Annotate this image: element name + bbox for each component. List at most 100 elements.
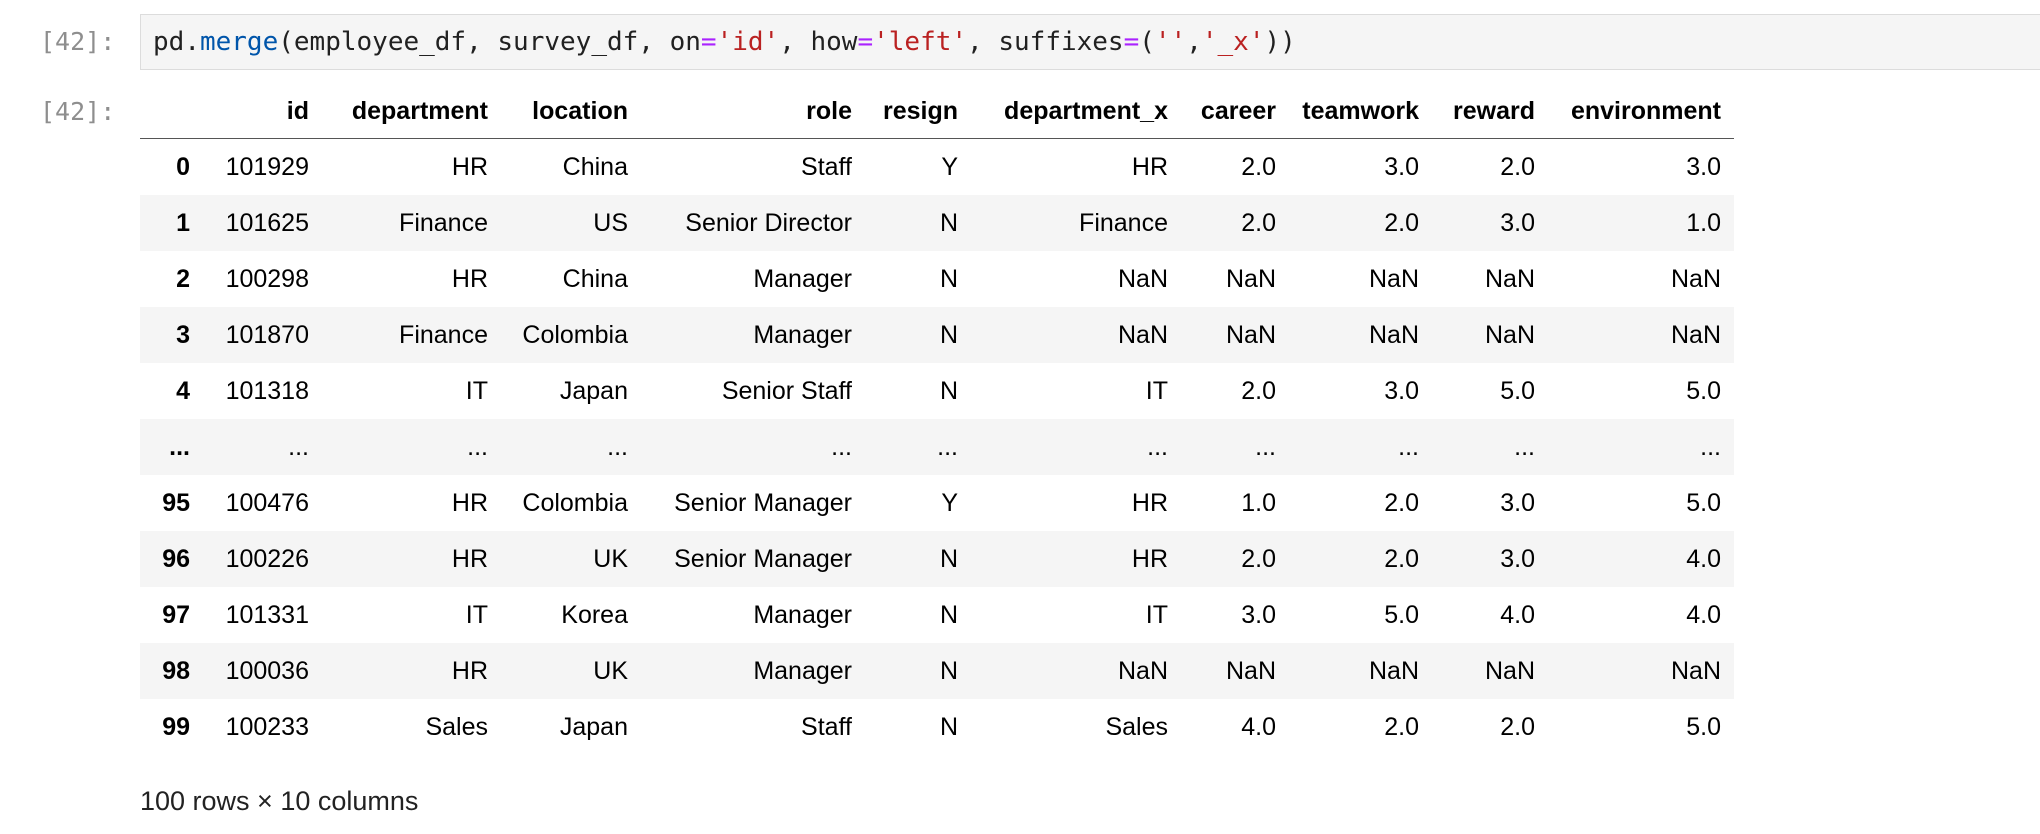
- table-cell: 2.0: [1241, 152, 1276, 181]
- code-token: ,: [1186, 27, 1202, 57]
- table-cell: HR: [451, 152, 488, 181]
- table-cell: 4.0: [1686, 600, 1721, 629]
- column-header-teamwork: teamwork: [1289, 84, 1432, 139]
- table-cell: ...: [1255, 432, 1276, 461]
- table-cell: IT: [465, 600, 488, 629]
- table-cell: Senior Manager: [674, 488, 852, 517]
- row-index: 1: [176, 208, 190, 237]
- code-string: 'left': [873, 27, 968, 57]
- table-cell: 100036: [225, 656, 309, 685]
- row-index: 0: [176, 152, 190, 181]
- code-token: pd: [153, 27, 185, 57]
- table-cell: HR: [1131, 544, 1168, 573]
- table-cell: Senior Director: [685, 208, 852, 237]
- table-cell: 100476: [225, 488, 309, 517]
- table-row: 0 101929 HR China Staff Y HR 2.0 3.0 2.0…: [140, 139, 1734, 196]
- code-token: suffixes: [998, 27, 1124, 57]
- row-index: 99: [162, 712, 190, 741]
- table-cell: ...: [1514, 432, 1535, 461]
- code-line: pd.merge(employee_df, survey_df, on='id'…: [153, 27, 1296, 57]
- table-cell: ...: [831, 432, 852, 461]
- table-cell: NaN: [1670, 320, 1721, 349]
- table-cell: Y: [941, 152, 958, 181]
- code-token: (employee_df, survey_df,: [278, 27, 670, 57]
- table-cell: NaN: [1484, 264, 1535, 293]
- code-cell-input[interactable]: pd.merge(employee_df, survey_df, on='id'…: [140, 14, 2040, 70]
- table-cell: Manager: [753, 656, 852, 685]
- table-cell: 5.0: [1686, 488, 1721, 517]
- column-header-department-x: department_x: [971, 84, 1181, 139]
- table-cell: 101331: [225, 600, 309, 629]
- table-cell: 2.0: [1500, 152, 1535, 181]
- output-prompt: [42]:: [40, 97, 116, 126]
- table-row: 99 100233 Sales Japan Staff N Sales 4.0 …: [140, 699, 1734, 755]
- table-cell: Manager: [753, 320, 852, 349]
- table-cell: 2.0: [1500, 712, 1535, 741]
- code-token: on: [669, 27, 701, 57]
- row-index: 2: [176, 264, 190, 293]
- table-cell: 1.0: [1241, 488, 1276, 517]
- table-cell: 3.0: [1500, 544, 1535, 573]
- dataframe-table: id department location role resign depar…: [140, 84, 1734, 755]
- code-token: )): [1264, 27, 1296, 57]
- table-cell: IT: [1145, 376, 1168, 405]
- code-token: how: [810, 27, 858, 57]
- table-cell: Finance: [399, 320, 488, 349]
- table-cell: HR: [451, 264, 488, 293]
- table-cell: UK: [593, 656, 628, 685]
- table-cell: 5.0: [1686, 712, 1721, 741]
- table-cell: UK: [593, 544, 628, 573]
- table-cell: 2.0: [1384, 544, 1419, 573]
- column-header-career: career: [1181, 84, 1289, 139]
- table-cell: 101870: [225, 320, 309, 349]
- table-cell: NaN: [1484, 656, 1535, 685]
- table-row: 1 101625 Finance US Senior Director N Fi…: [140, 195, 1734, 251]
- table-cell: NaN: [1117, 264, 1168, 293]
- table-cell: ...: [288, 432, 309, 461]
- table-cell: NaN: [1225, 656, 1276, 685]
- table-cell: Manager: [753, 600, 852, 629]
- table-cell: Staff: [801, 712, 852, 741]
- table-cell: NaN: [1670, 656, 1721, 685]
- table-cell: 4.0: [1500, 600, 1535, 629]
- table-cell: ...: [1398, 432, 1419, 461]
- table-cell: Finance: [1079, 208, 1168, 237]
- table-cell: N: [939, 264, 958, 293]
- table-cell: HR: [451, 544, 488, 573]
- table-cell: 5.0: [1686, 376, 1721, 405]
- table-cell: Colombia: [522, 488, 628, 517]
- table-cell: China: [562, 264, 628, 293]
- code-operator: =: [700, 27, 717, 57]
- table-cell: 101929: [225, 152, 309, 181]
- row-index: 4: [176, 376, 190, 405]
- row-index: ...: [169, 432, 190, 461]
- table-cell: US: [593, 208, 628, 237]
- column-header-role: role: [641, 84, 865, 139]
- table-cell: 3.0: [1500, 488, 1535, 517]
- table-cell: ...: [1147, 432, 1168, 461]
- table-cell: Colombia: [522, 320, 628, 349]
- code-string: '_x': [1201, 27, 1265, 57]
- row-index: 96: [162, 544, 190, 573]
- table-cell: 2.0: [1384, 488, 1419, 517]
- table-cell: HR: [1131, 152, 1168, 181]
- table-cell: Japan: [559, 712, 628, 741]
- table-cell: ...: [1700, 432, 1721, 461]
- table-cell: 4.0: [1686, 544, 1721, 573]
- table-cell: 101318: [225, 376, 309, 405]
- table-cell: N: [939, 320, 958, 349]
- code-string: '': [1154, 27, 1187, 57]
- column-header-resign: resign: [865, 84, 971, 139]
- table-cell: ...: [467, 432, 488, 461]
- table-row: 98 100036 HR UK Manager N NaN NaN NaN Na…: [140, 643, 1734, 699]
- table-cell: NaN: [1484, 320, 1535, 349]
- column-header-department: department: [322, 84, 501, 139]
- table-cell: NaN: [1368, 656, 1419, 685]
- table-cell: 2.0: [1384, 712, 1419, 741]
- table-cell: N: [939, 712, 958, 741]
- output-dataframe: id department location role resign depar…: [140, 84, 1734, 755]
- input-prompt: [42]:: [40, 27, 116, 56]
- table-cell: 2.0: [1241, 208, 1276, 237]
- table-cell: NaN: [1117, 656, 1168, 685]
- table-cell: HR: [1131, 488, 1168, 517]
